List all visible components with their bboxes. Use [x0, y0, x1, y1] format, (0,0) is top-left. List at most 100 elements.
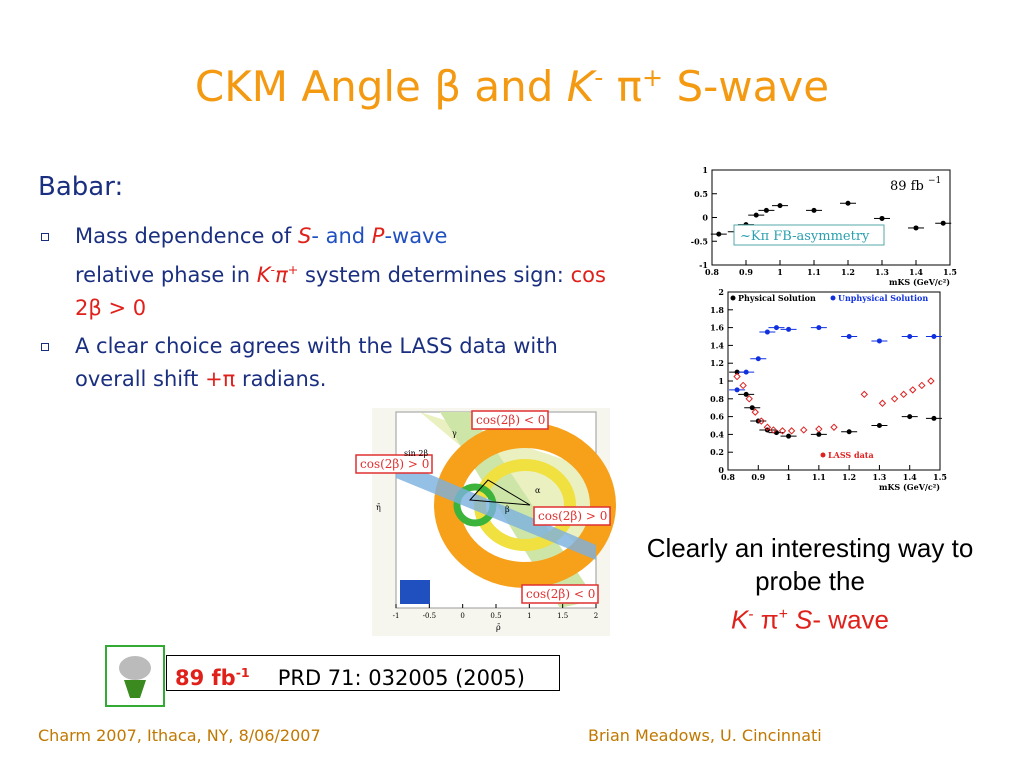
point [879, 215, 885, 221]
y-tick-label: -1 [699, 260, 708, 270]
x-tick-label: 0.9 [751, 472, 765, 482]
point [846, 334, 852, 339]
point [931, 415, 937, 421]
point [800, 426, 808, 434]
y-tick-label: 1.8 [710, 305, 724, 315]
y-tick-label: 0 [718, 465, 724, 475]
point [763, 207, 769, 213]
x-tick-label: 0 [460, 612, 464, 620]
point [753, 212, 759, 218]
y-tick-label: 1 [702, 165, 708, 175]
point [773, 430, 779, 436]
x-tick-label: 1.5 [943, 267, 957, 277]
reference-box: 89 fb-1 PRD 71: 032005 (2005) [166, 655, 560, 691]
legend-label: Physical Solution [738, 293, 816, 303]
x-tick-label: 1.5 [933, 472, 947, 482]
x-tick-label: 0.8 [705, 267, 719, 277]
x-axis-label: ρ̄ [496, 623, 501, 632]
point [907, 334, 913, 339]
point [918, 381, 926, 390]
x-tick-label: 1.1 [807, 267, 821, 277]
x-tick-label: 1.5 [557, 612, 568, 620]
point [751, 408, 759, 416]
point [899, 390, 908, 399]
point [811, 207, 817, 213]
legend-label: LASS data [828, 450, 874, 460]
point [743, 391, 749, 397]
point [777, 203, 783, 209]
point [769, 426, 778, 434]
x-tick-label: 1.1 [812, 472, 826, 482]
y-tick-label: 1.4 [710, 340, 724, 350]
caption: Clearly an interesting way to probe the K… [646, 533, 974, 635]
point [763, 423, 772, 431]
x-tick-label: 1 [777, 267, 783, 277]
point [773, 325, 779, 331]
x-tick-label: -0.5 [423, 612, 437, 620]
triangle-label: γ [452, 429, 457, 438]
title: CKM Angle β and K- π+ S-wave [194, 62, 830, 111]
ring [434, 422, 616, 588]
point [815, 425, 823, 433]
x-tick-label: 1.4 [909, 267, 923, 277]
point [913, 225, 919, 231]
point [778, 427, 787, 435]
point [734, 369, 740, 375]
note-box [733, 224, 885, 246]
x-tick-label: 1 [786, 472, 792, 482]
x-axis-label: mKS (GeV/c²) [889, 277, 950, 287]
label-box [471, 410, 549, 430]
band [396, 460, 596, 560]
y-axis-label: η̄ [376, 503, 381, 512]
legend-marker [820, 452, 826, 458]
point [787, 427, 796, 435]
x-tick-label: 1.2 [841, 267, 855, 277]
point [755, 356, 761, 362]
point [940, 220, 946, 226]
plot-note: ~Kπ FB-asymmetry [740, 229, 870, 244]
point [846, 429, 852, 435]
label-box [355, 454, 433, 474]
point [749, 405, 755, 411]
x-axis-label: mKS (GeV/c²) [879, 482, 940, 492]
y-tick-label: 1.6 [710, 323, 724, 333]
triangle-label: cos(2β) > 0 [538, 509, 607, 523]
elephant-suit [124, 680, 146, 698]
x-tick-label: 1 [527, 612, 531, 620]
triangle-label: α [535, 486, 541, 495]
x-tick-label: 0.8 [721, 472, 735, 482]
point [830, 423, 838, 431]
plot-label-exp: −1 [928, 176, 941, 186]
x-tick-label: -1 [393, 612, 400, 620]
footer-left: Charm 2007, Ithaca, NY, 8/06/2007 [38, 726, 321, 745]
triangle-label: cos(2β) > 0 [360, 457, 429, 471]
x-tick-label: 1.3 [872, 472, 886, 482]
bullet: Mass dependence of S- and P-wave relative… [41, 220, 615, 325]
point [860, 390, 868, 399]
point [816, 431, 822, 437]
x-tick-label: 1.2 [842, 472, 856, 482]
triangle-label: sin 2β [404, 449, 428, 458]
y-tick-label: 0.4 [710, 429, 724, 439]
plot-label: 89 fb [890, 179, 924, 194]
x-tick-label: 1.3 [875, 267, 889, 277]
legend-label: Unphysical Solution [838, 293, 928, 303]
point [931, 334, 937, 339]
point [876, 338, 882, 344]
y-tick-label: 0.6 [710, 412, 724, 422]
label-box [521, 584, 599, 604]
label-box [533, 506, 611, 526]
x-tick-label: 1.4 [903, 472, 917, 482]
y-tick-label: 0.2 [710, 447, 724, 457]
point [743, 369, 749, 375]
point [734, 387, 740, 393]
point [845, 200, 851, 206]
y-tick-label: -0.5 [691, 236, 708, 246]
point [757, 417, 766, 425]
triangle-label: cos(2β) < 0 [526, 587, 595, 601]
y-tick-label: 1 [718, 376, 724, 386]
elephant [119, 656, 151, 680]
point [716, 231, 722, 237]
